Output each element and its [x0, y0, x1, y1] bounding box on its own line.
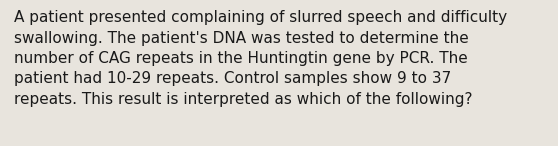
Text: A patient presented complaining of slurred speech and difficulty
swallowing. The: A patient presented complaining of slurr… [14, 10, 507, 107]
